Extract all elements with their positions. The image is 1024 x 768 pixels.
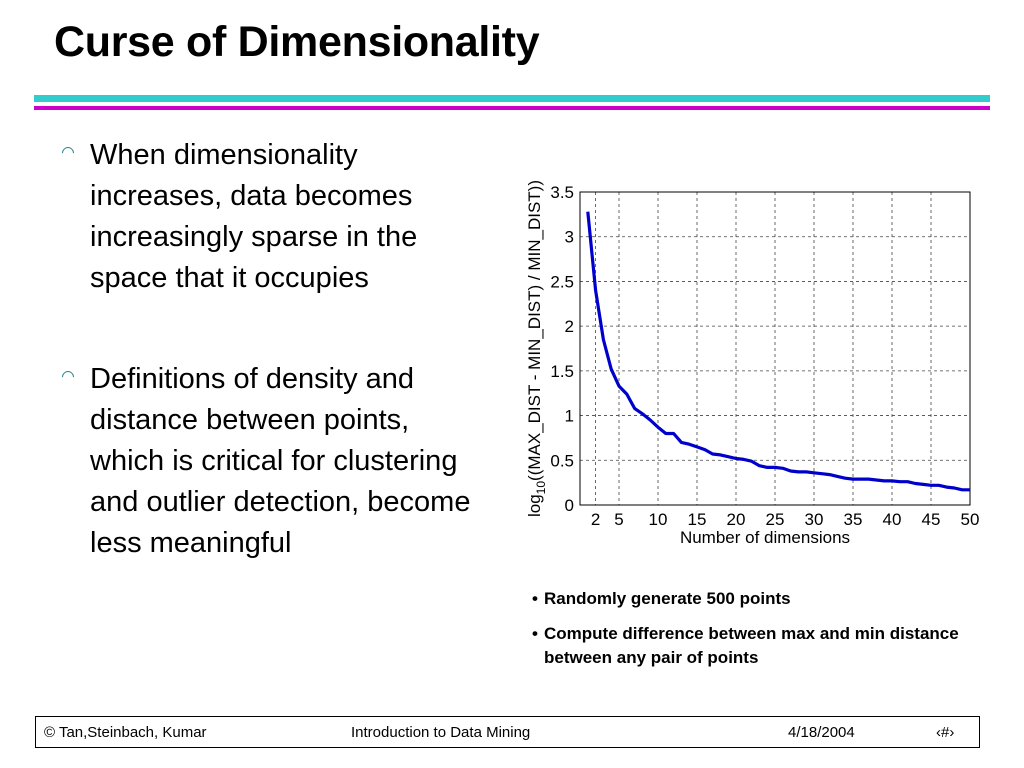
- title-rule-magenta: [34, 106, 990, 110]
- y-label-sub: 10: [534, 481, 548, 495]
- note-bullet-icon: •: [532, 624, 538, 643]
- y-tick-label: 0.5: [550, 451, 574, 470]
- x-tick-label: 5: [614, 510, 623, 529]
- chart-grid: [580, 192, 970, 505]
- bullet-ring-icon: [59, 144, 77, 162]
- note-1: • Randomly generate 500 points: [532, 587, 972, 611]
- dimensionality-chart: 00.511.522.533.5 2 5 10 15 20 25 30 35 40 45 50 Nu…: [525, 180, 980, 547]
- bullet-2-text: Definitions of density and distance betw…: [90, 363, 471, 559]
- x-tick-label: 20: [727, 510, 746, 529]
- note-bullet-icon: •: [532, 589, 538, 608]
- y-tick-label: 3: [565, 228, 574, 247]
- x-tick-label: 10: [649, 510, 668, 529]
- x-tick-label: 15: [688, 510, 707, 529]
- x-tick-label: 2: [591, 510, 600, 529]
- y-tick-label: 1.5: [550, 362, 574, 381]
- x-tick-label: 30: [805, 510, 824, 529]
- note-1-text: Randomly generate 500 points: [544, 589, 791, 608]
- y-label-rest: ((MAX_DIST - MIN_DIST) / MIN_DIST)): [525, 180, 544, 481]
- series-line: [586, 211, 970, 492]
- footer-course: Introduction to Data Mining: [351, 724, 531, 741]
- slide-title: Curse of Dimensionality: [54, 18, 540, 66]
- y-tick-label: 2: [565, 317, 574, 336]
- x-tick-label: 50: [961, 510, 980, 529]
- footer-date: 4/18/2004: [788, 724, 855, 741]
- x-tick-label: 45: [922, 510, 941, 529]
- note-2: • Compute difference between max and min…: [532, 622, 972, 670]
- x-tick-label: 25: [766, 510, 785, 529]
- y-tick-label: 0: [565, 496, 574, 515]
- slide-footer: © Tan,Steinbach, Kumar Introduction to D…: [35, 716, 980, 748]
- y-tick-label: 1: [565, 407, 574, 426]
- x-tick-label: 40: [883, 510, 902, 529]
- footer-copyright: © Tan,Steinbach, Kumar: [44, 724, 207, 741]
- bullet-ring-icon: [59, 368, 77, 386]
- note-2-text: Compute difference between max and min d…: [544, 624, 959, 667]
- footer-page-number: ‹#›: [936, 724, 955, 741]
- y-axis-label: log10((MAX_DIST - MIN_DIST) / MIN_DIST)): [525, 180, 548, 517]
- y-axis-ticks: 0 0.5 1 1.5 2 2.5 3 3.5: [550, 183, 574, 515]
- y-label-log: log: [525, 494, 544, 517]
- title-rule-cyan: [34, 95, 990, 102]
- y-tick-label: 2.5: [550, 272, 574, 291]
- x-tick-label: 35: [844, 510, 863, 529]
- x-axis-ticks: 2 5 10 15 20 25 30 35 40 45 50: [591, 510, 980, 529]
- y-tick-label: 3.5: [550, 183, 574, 202]
- bullet-1-text: When dimensionality increases, data beco…: [90, 139, 418, 294]
- plot-frame: [579, 191, 971, 506]
- x-axis-label: Number of dimensions: [680, 528, 850, 547]
